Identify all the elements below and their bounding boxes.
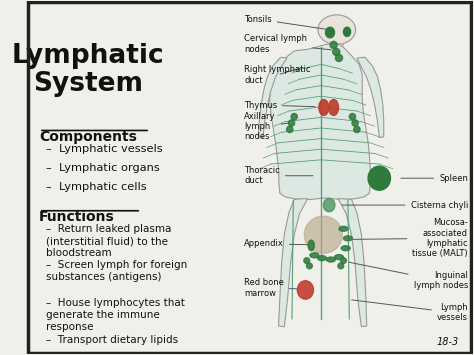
Ellipse shape xyxy=(288,120,295,126)
Ellipse shape xyxy=(310,253,319,258)
Text: Right lymphatic
duct: Right lymphatic duct xyxy=(244,65,310,84)
Ellipse shape xyxy=(330,42,337,48)
Text: Inguinal
lymph nodes: Inguinal lymph nodes xyxy=(349,262,468,290)
Text: Lymphatic
System: Lymphatic System xyxy=(12,43,164,97)
Text: Thoracic
duct: Thoracic duct xyxy=(244,166,313,185)
Polygon shape xyxy=(357,57,384,137)
Text: –  Transport dietary lipids: – Transport dietary lipids xyxy=(46,335,178,345)
Ellipse shape xyxy=(339,226,348,231)
Polygon shape xyxy=(338,199,367,327)
Ellipse shape xyxy=(291,114,297,120)
Ellipse shape xyxy=(328,99,338,115)
Text: –  Screen lymph for foreign
substances (antigens): – Screen lymph for foreign substances (a… xyxy=(46,260,187,282)
Text: –  House lymphocytes that
generate the immune
response: – House lymphocytes that generate the im… xyxy=(46,299,184,332)
Ellipse shape xyxy=(344,27,351,37)
Ellipse shape xyxy=(352,120,358,126)
Text: –  Return leaked plasma
(interstitial fluid) to the
bloodstream: – Return leaked plasma (interstitial flu… xyxy=(46,224,171,258)
Text: Components: Components xyxy=(39,130,137,144)
Ellipse shape xyxy=(287,126,293,132)
Text: Axillary
lymph
nodes: Axillary lymph nodes xyxy=(244,112,290,142)
Text: Cisterna chyli: Cisterna chyli xyxy=(342,201,468,209)
Ellipse shape xyxy=(304,258,310,263)
Polygon shape xyxy=(279,199,308,327)
Ellipse shape xyxy=(341,246,350,251)
Polygon shape xyxy=(270,43,370,200)
Ellipse shape xyxy=(304,216,342,253)
Text: Mucosa-
associated
lymphatic
tissue (MALT): Mucosa- associated lymphatic tissue (MAL… xyxy=(353,218,468,258)
Ellipse shape xyxy=(318,256,327,261)
Polygon shape xyxy=(258,57,287,137)
Text: Lymph
vessels: Lymph vessels xyxy=(352,300,468,322)
Text: Cervical lymph
nodes: Cervical lymph nodes xyxy=(244,34,332,54)
Text: –  Lymphatic organs: – Lymphatic organs xyxy=(46,163,159,173)
Text: Thymus: Thymus xyxy=(244,100,315,109)
Ellipse shape xyxy=(307,263,312,269)
Text: Appendix: Appendix xyxy=(244,240,308,248)
Circle shape xyxy=(318,15,356,44)
Text: Red bone
marrow: Red bone marrow xyxy=(244,278,297,297)
Ellipse shape xyxy=(326,27,335,38)
Ellipse shape xyxy=(340,258,346,263)
Text: Tonsils: Tonsils xyxy=(244,15,327,29)
Text: 18-3: 18-3 xyxy=(437,337,459,346)
Ellipse shape xyxy=(319,99,328,115)
Text: –  Lymphatic vessels: – Lymphatic vessels xyxy=(46,144,163,154)
Ellipse shape xyxy=(333,48,340,55)
Ellipse shape xyxy=(349,114,356,120)
Polygon shape xyxy=(330,44,344,50)
Ellipse shape xyxy=(308,240,314,251)
Text: Spleen: Spleen xyxy=(401,174,468,183)
Ellipse shape xyxy=(338,263,344,269)
Ellipse shape xyxy=(344,236,353,241)
Ellipse shape xyxy=(336,54,343,61)
Text: –  Lymphatic cells: – Lymphatic cells xyxy=(46,182,146,192)
Ellipse shape xyxy=(327,257,336,262)
Ellipse shape xyxy=(368,166,391,190)
Text: Functions: Functions xyxy=(39,210,115,224)
Ellipse shape xyxy=(297,281,313,299)
Ellipse shape xyxy=(323,198,335,212)
Ellipse shape xyxy=(354,126,360,132)
Ellipse shape xyxy=(335,255,344,260)
